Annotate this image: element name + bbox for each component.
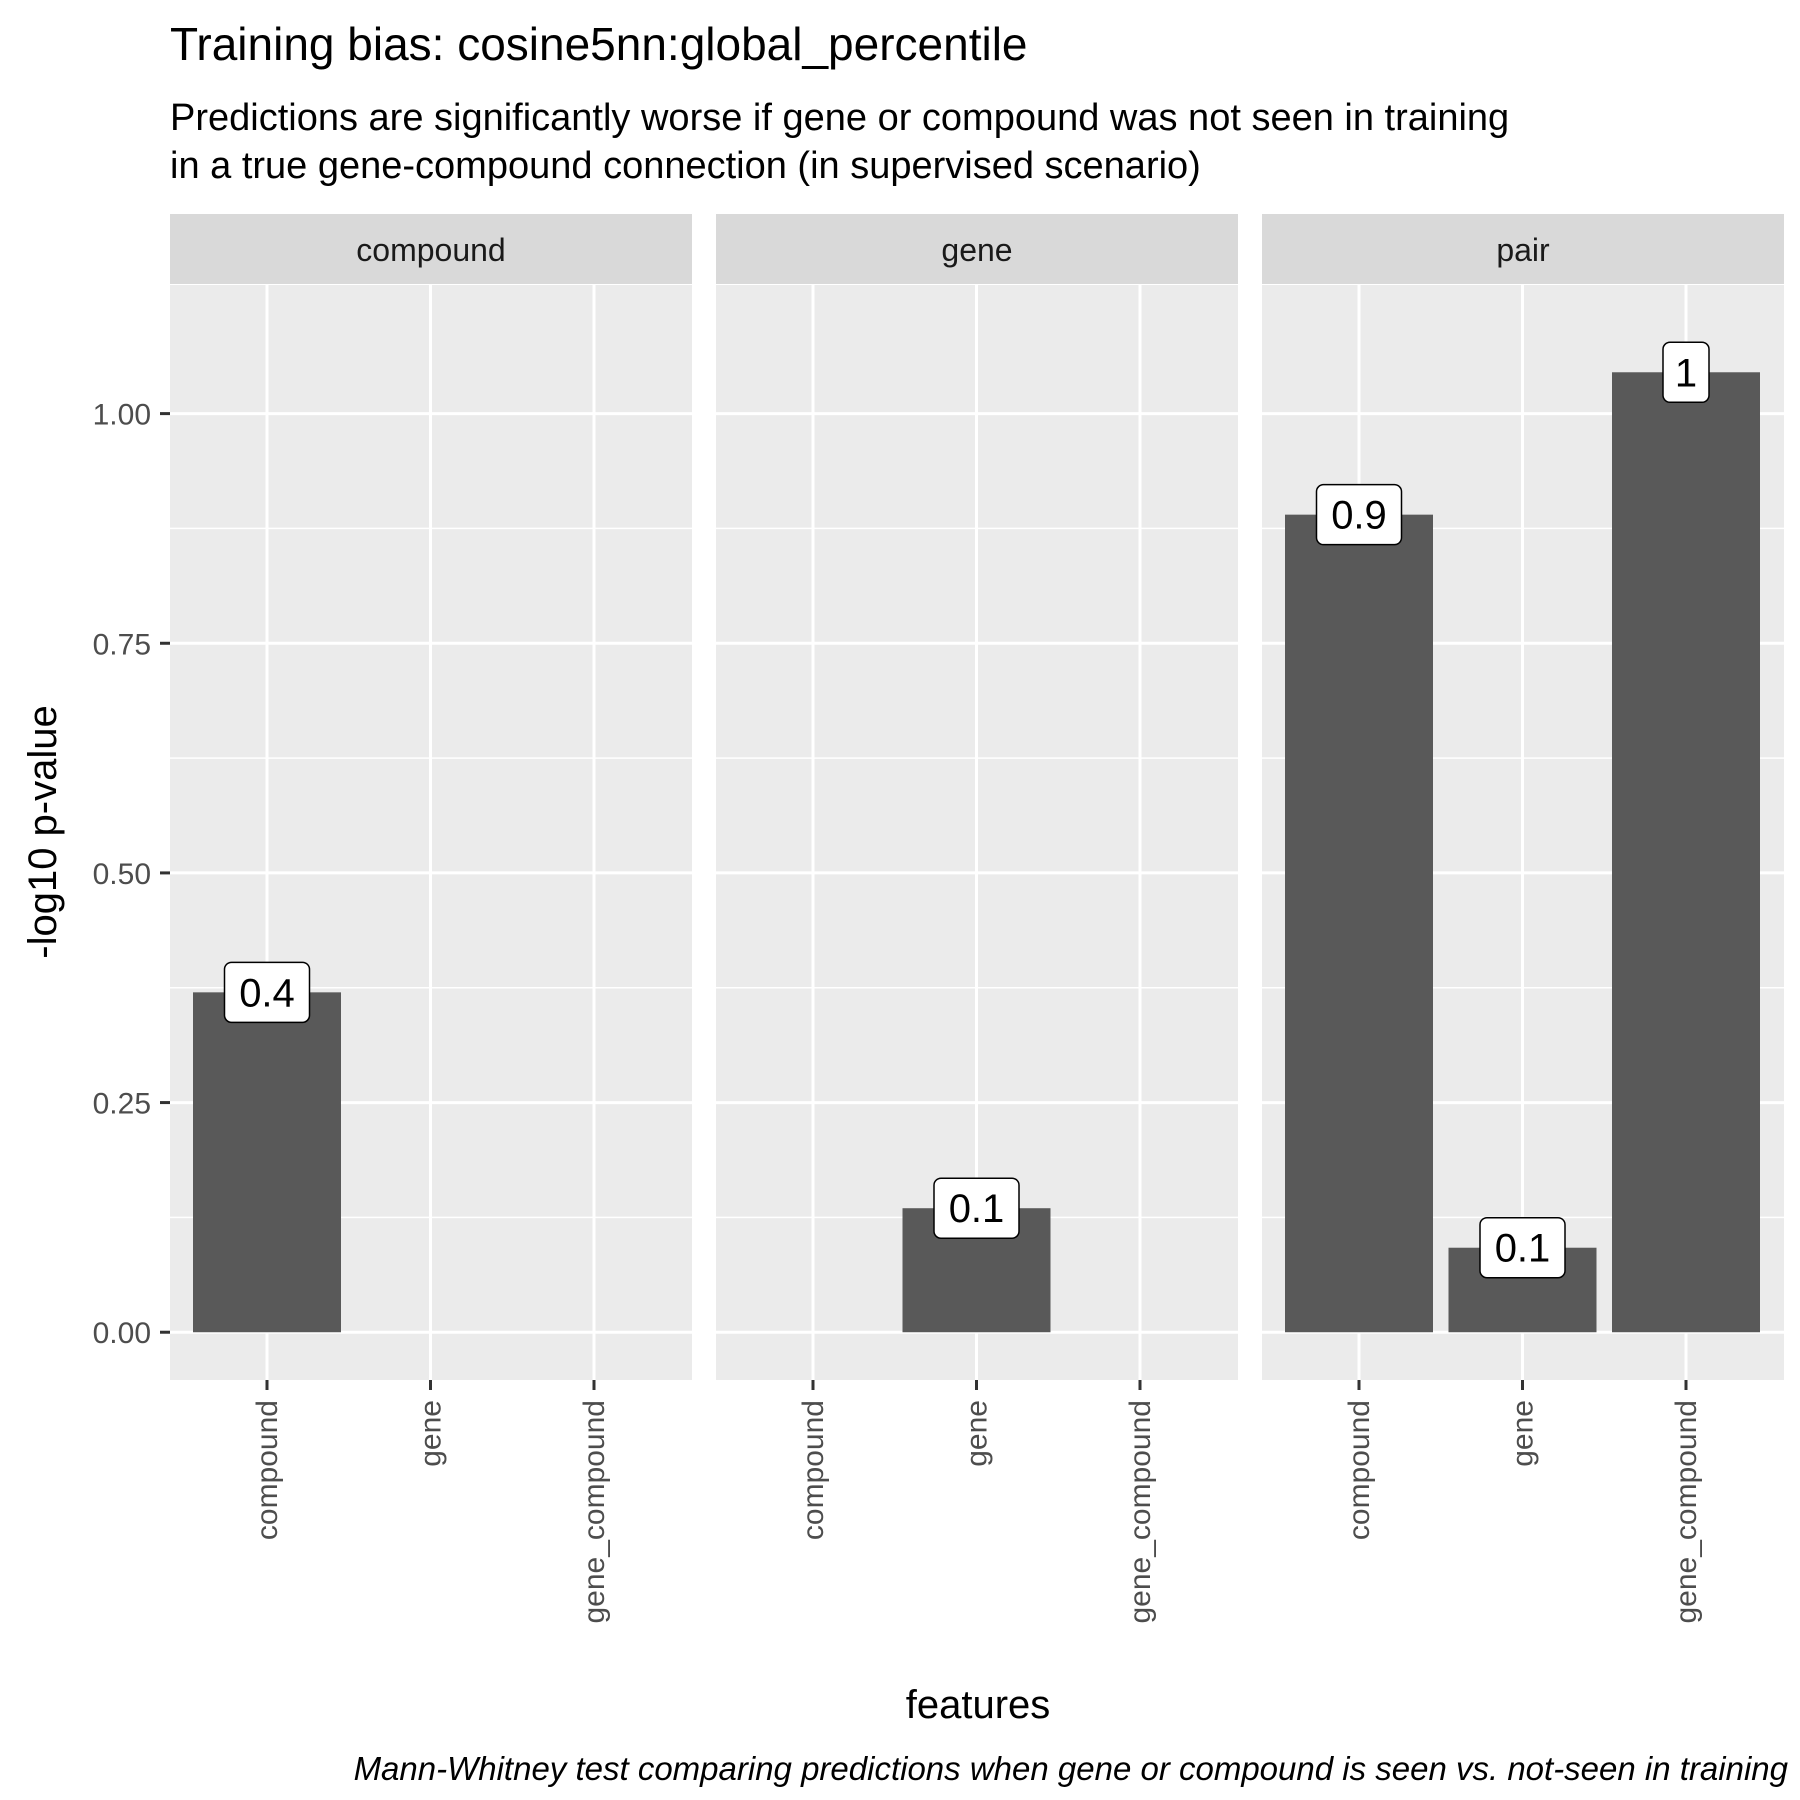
facet-strip-label: gene — [941, 232, 1012, 268]
facet-strip-label: pair — [1496, 232, 1550, 268]
chart-subtitle-line-1: Predictions are significantly worse if g… — [170, 97, 1509, 139]
data-label: 1 — [1675, 351, 1697, 395]
y-tick-label: 0.00 — [93, 1317, 151, 1350]
bar-compound-compound — [193, 992, 341, 1333]
facet-strip-background — [716, 214, 1238, 284]
chart-title: Training bias: cosine5nn:global_percenti… — [170, 18, 1028, 70]
data-label-box — [223, 961, 311, 1024]
y-axis: 0.00 0.25 0.50 0.75 1.00 — [93, 399, 170, 1350]
data-label-box — [1315, 483, 1403, 546]
y-axis-title: -log10 p-value — [21, 705, 65, 959]
x-tick-label: compound — [251, 1400, 284, 1540]
bar-pair-compound — [1285, 514, 1433, 1333]
chart-caption: Mann-Whitney test comparing predictions … — [354, 1750, 1789, 1787]
y-tick-label: 0.50 — [93, 858, 151, 891]
data-label-box — [1479, 1216, 1566, 1279]
facet-strip-label: compound — [356, 232, 505, 268]
data-label: 0.9 — [1331, 494, 1387, 538]
data-label: 0.1 — [949, 1187, 1005, 1231]
facet-panel-compound: compound 0.4 compound gene gene_compound — [170, 214, 692, 1624]
x-axis-title: features — [906, 1683, 1051, 1727]
x-tick-label: gene — [415, 1400, 448, 1467]
y-tick-label: 0.25 — [93, 1088, 151, 1121]
data-label-box — [1662, 341, 1710, 404]
x-tick-label: compound — [797, 1400, 830, 1540]
facet-strip-background — [1262, 214, 1784, 284]
data-label: 0.1 — [1495, 1227, 1551, 1271]
facet-strip-background — [170, 214, 692, 284]
x-tick-label: gene — [961, 1400, 994, 1467]
x-tick-label: gene_compound — [1670, 1400, 1703, 1624]
chart-subtitle-line-2: in a true gene-compound connection (in s… — [170, 145, 1201, 187]
x-tick-label: gene — [1507, 1400, 1540, 1467]
x-tick-label: gene_compound — [578, 1400, 611, 1624]
x-tick-label: gene_compound — [1124, 1400, 1157, 1624]
y-tick-label: 1.00 — [93, 399, 151, 432]
facet-panel-pair: pair 0.9 0.1 1 compound gene gene_compound — [1262, 214, 1784, 1624]
x-tick-label: compound — [1343, 1400, 1376, 1540]
bar-pair-gene_compound — [1612, 372, 1760, 1333]
facet-panel-gene: gene 0.1 compound gene gene_compound — [716, 214, 1238, 1624]
data-label-box — [933, 1177, 1020, 1239]
y-tick-label: 0.75 — [93, 628, 151, 661]
data-label: 0.4 — [239, 971, 295, 1015]
